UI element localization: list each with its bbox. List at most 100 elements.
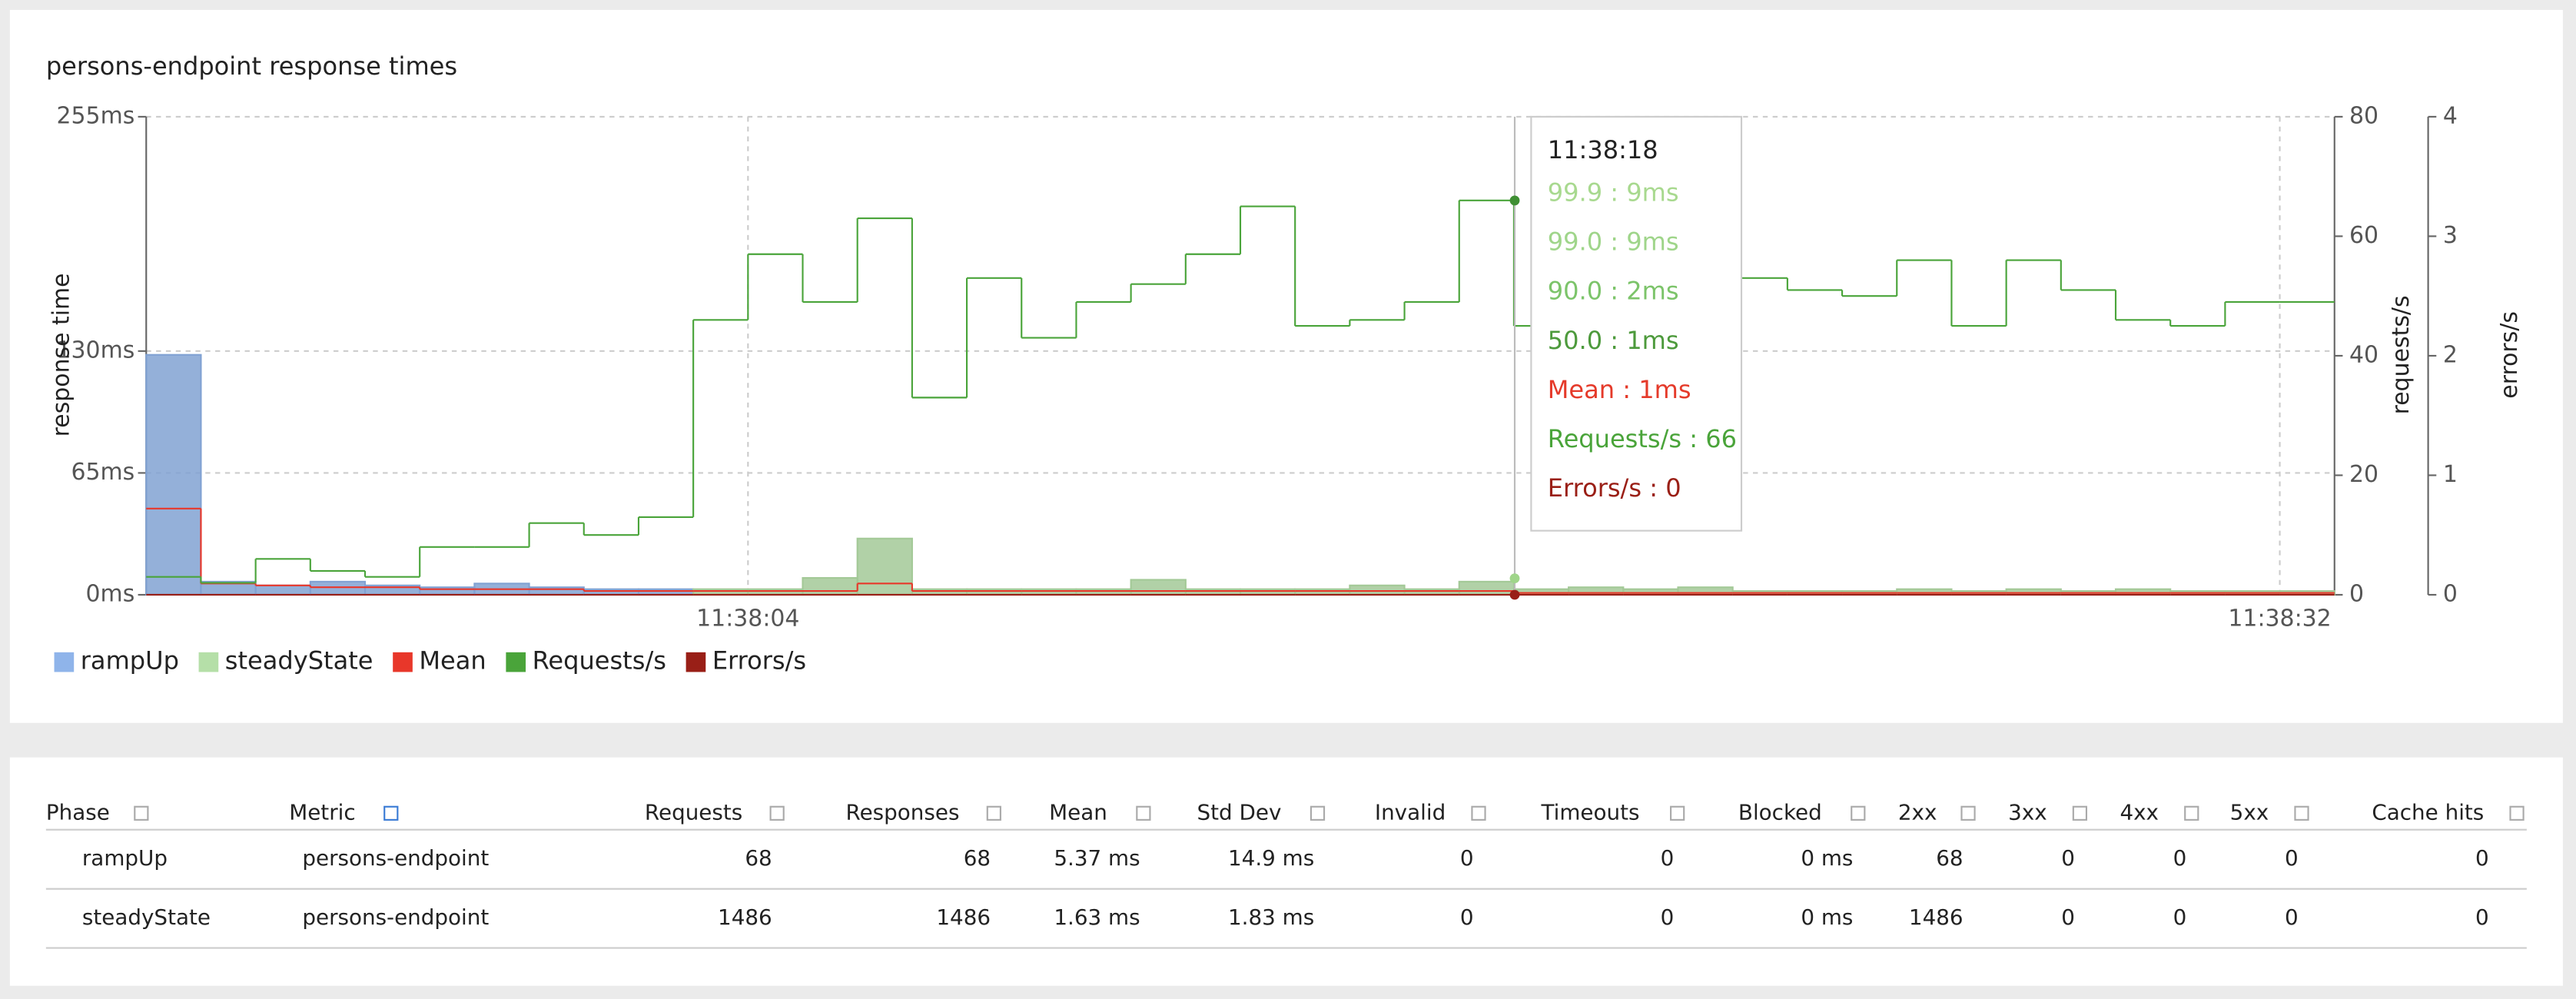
y-axis-label: response time <box>48 273 75 436</box>
table-cell: 1.63 ms <box>1054 904 1140 930</box>
bar <box>1294 588 1351 596</box>
column-header[interactable]: Std Dev <box>1197 799 1282 825</box>
bar <box>911 588 968 596</box>
legend-swatch <box>506 652 526 672</box>
bar <box>1349 584 1406 596</box>
table-cell: 0 <box>2475 845 2489 871</box>
table-cell: 0 <box>2285 904 2299 930</box>
y-tick-label: 130ms <box>56 337 134 363</box>
column-header[interactable]: Invalid <box>1375 799 1446 825</box>
y-tick-label: 0ms <box>86 580 135 607</box>
y2-axis-label: requests/s <box>2388 295 2415 414</box>
bar <box>1239 588 1296 596</box>
bar <box>1512 588 1570 596</box>
table-cell: 0 <box>2061 845 2075 871</box>
column-header[interactable]: Cache hits <box>2372 799 2484 825</box>
sort-checkbox[interactable] <box>1310 805 1326 821</box>
table-cell: 0 ms <box>1801 845 1853 871</box>
legend-swatch <box>685 652 706 672</box>
y-tick-label: 3 <box>2443 222 2458 249</box>
y-tick-label: 80 <box>2349 102 2378 129</box>
sort-checkbox[interactable] <box>769 805 785 821</box>
column-header[interactable]: Timeouts <box>1541 799 1640 825</box>
table-cell: 0 <box>1661 845 1675 871</box>
sort-checkbox[interactable] <box>1670 805 1685 821</box>
table-cell: steadyState <box>82 904 211 930</box>
sort-checkbox[interactable] <box>2184 805 2199 821</box>
y3-axis-label: errors/s <box>2496 311 2523 399</box>
tooltip-item: 50.0 : 1ms <box>1548 326 1679 355</box>
sort-checkbox[interactable] <box>1471 805 1486 821</box>
column-header[interactable]: 5xx <box>2230 799 2269 825</box>
table-cell: 68 <box>964 845 991 871</box>
tooltip-item: Errors/s : 0 <box>1548 473 1681 503</box>
sort-checkbox[interactable] <box>1851 805 1866 821</box>
table-cell: 0 <box>2285 845 2299 871</box>
sort-checkbox[interactable] <box>2509 805 2525 821</box>
column-header[interactable]: Responses <box>846 799 960 825</box>
column-header[interactable]: 2xx <box>1898 799 1937 825</box>
sort-checkbox[interactable] <box>2072 805 2088 821</box>
bar <box>1403 588 1460 596</box>
tooltip-item: 99.9 : 9ms <box>1548 178 1679 207</box>
tooltip-title: 11:38:18 <box>1548 135 1658 164</box>
tooltip-item: Mean : 1ms <box>1548 375 1691 404</box>
table-cell: 0 ms <box>1801 904 1853 930</box>
y-tick-label: 65ms <box>71 459 135 486</box>
column-header[interactable]: Blocked <box>1738 799 1822 825</box>
sort-checkbox[interactable] <box>383 805 399 821</box>
bar <box>145 353 202 596</box>
tooltip-item: 90.0 : 2ms <box>1548 277 1679 306</box>
x-tick-label: 11:38:32 <box>2228 606 2331 632</box>
column-header[interactable]: Metric <box>289 799 355 825</box>
sort-checkbox[interactable] <box>134 805 149 821</box>
y-tick-label: 255ms <box>56 102 134 129</box>
bar <box>856 537 913 596</box>
sort-checkbox[interactable] <box>986 805 1001 821</box>
chart-title: persons-endpoint response times <box>46 51 457 81</box>
table-cell: 0 <box>2475 904 2489 930</box>
bar <box>1075 588 1132 596</box>
table-cell: persons-endpoint <box>302 904 489 930</box>
y-tick-label: 2 <box>2443 341 2458 368</box>
tooltip-item: 99.0 : 9ms <box>1548 227 1679 257</box>
table-cell: 0 <box>2173 904 2187 930</box>
table-cell: 68 <box>1936 845 1963 871</box>
tooltip-point <box>1509 195 1520 206</box>
sort-checkbox[interactable] <box>2294 805 2309 821</box>
table-cell: 0 <box>2061 904 2075 930</box>
stats-table: Phase Metric Requests Responses Mean Std Dev I… <box>45 799 2527 949</box>
y-tick-label: 40 <box>2349 341 2378 368</box>
bar <box>1896 588 1953 596</box>
bar <box>802 576 858 596</box>
bar <box>1458 580 1515 596</box>
tooltip-point <box>1509 573 1520 584</box>
y-tick-label: 4 <box>2443 102 2458 129</box>
x-tick-label: 11:38:04 <box>696 606 799 632</box>
sort-checkbox[interactable] <box>1960 805 1976 821</box>
column-header[interactable]: Mean <box>1049 799 1107 825</box>
column-header[interactable]: Phase <box>46 799 110 825</box>
bar <box>692 588 749 596</box>
bar <box>1184 588 1242 596</box>
legend-swatch <box>393 652 413 672</box>
bar <box>1130 579 1187 596</box>
column-header[interactable]: 4xx <box>2120 799 2159 825</box>
bar <box>309 580 367 596</box>
sort-checkbox[interactable] <box>1136 805 1151 821</box>
table-cell: rampUp <box>82 845 168 871</box>
legend-label: rampUp <box>81 646 179 675</box>
column-header[interactable]: 3xx <box>2008 799 2047 825</box>
table-cell: 1486 <box>718 904 772 930</box>
table-cell: 0 <box>1460 845 1474 871</box>
table-cell: 68 <box>745 845 772 871</box>
bar <box>747 588 804 596</box>
y-tick-label: 0 <box>2349 580 2364 607</box>
bar <box>1622 588 1679 596</box>
column-header[interactable]: Requests <box>645 799 742 825</box>
y-tick-label: 0 <box>2443 580 2458 607</box>
tooltip-item: Requests/s : 66 <box>1548 424 1737 453</box>
table-cell: 1486 <box>936 904 991 930</box>
